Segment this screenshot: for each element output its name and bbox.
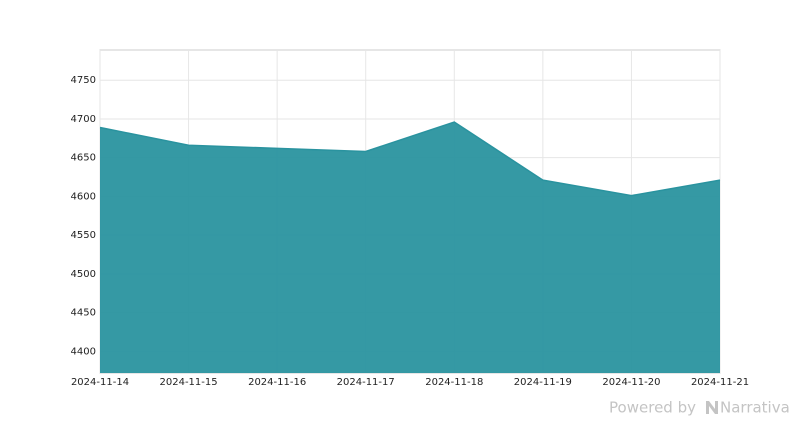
area-line [99, 121, 721, 197]
x-tick-label: 2024-11-16 [248, 377, 306, 388]
y-tick-label: 4400 [71, 346, 96, 357]
y-tick-label: 4600 [71, 191, 96, 202]
x-tick-label: 2024-11-19 [514, 377, 572, 388]
y-tick-label: 4700 [71, 114, 96, 125]
brand-logo [706, 401, 718, 414]
y-tick-label: 4500 [71, 269, 96, 280]
y-tick-label: 4750 [71, 75, 96, 86]
x-tick-label: 2024-11-17 [337, 377, 395, 388]
y-tick-label: 4450 [71, 308, 96, 319]
x-tick-label: 2024-11-15 [160, 377, 218, 388]
credit-prefix: Powered by [609, 399, 696, 417]
y-tick-label: 4550 [71, 230, 96, 241]
x-tick-label: 2024-11-18 [425, 377, 483, 388]
y-tick-label: 4650 [71, 153, 96, 164]
x-tick-label: 2024-11-14 [71, 377, 129, 388]
x-tick-label: 2024-11-21 [691, 377, 749, 388]
x-tick-label: 2024-11-20 [602, 377, 660, 388]
credit: Powered by Narrativa [609, 399, 790, 417]
credit-brand: Narrativa [720, 399, 790, 417]
area [100, 122, 720, 373]
